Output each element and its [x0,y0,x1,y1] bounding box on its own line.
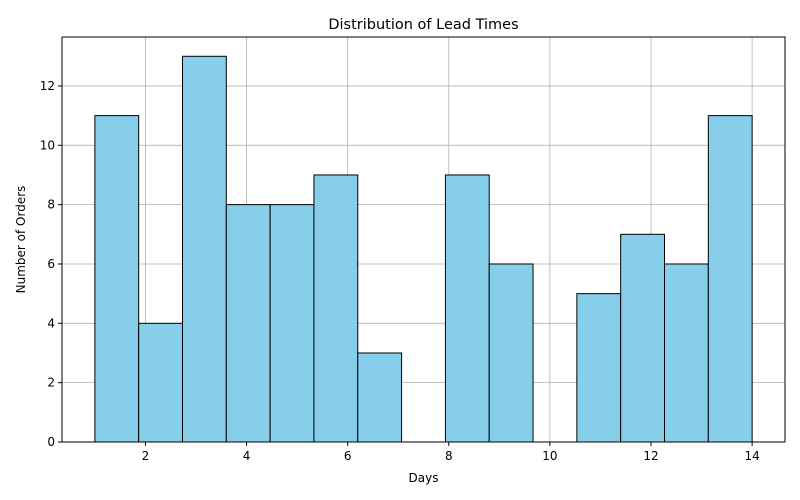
x-tick-label-1: 4 [243,449,251,463]
histogram-bar-8 [444,174,490,443]
x-tick-label-0: 2 [142,449,150,463]
histogram-bar-3 [225,204,271,443]
y-tick-label-0: 0 [47,435,55,449]
y-tick-label-5: 10 [40,138,55,152]
y-tick-label-4: 8 [47,198,55,212]
histogram-bar-13 [664,263,709,443]
histogram-bar-1 [138,322,183,443]
histogram-bar-4 [269,204,315,443]
histogram-bars [94,55,753,443]
y-tick-label-3: 6 [47,257,55,271]
x-tick-label-4: 10 [542,449,557,463]
chart-title: Distribution of Lead Times [328,17,518,33]
x-tick-label-3: 8 [445,449,453,463]
histogram-bar-12 [620,233,666,443]
y-axis-label: Number of Orders [14,186,28,294]
histogram-bar-5 [313,174,359,443]
y-tick-label-2: 4 [47,316,55,330]
histogram-bar-2 [181,55,227,443]
x-axis-label: Days [409,471,439,485]
y-tick-label-1: 2 [47,376,55,390]
histogram-bar-0 [94,115,140,443]
x-tick-label-5: 12 [643,449,658,463]
plot-frame [61,36,786,443]
x-tick-label-6: 14 [744,449,759,463]
axis-ticks: 2 4 6 8 10 12 14 0 2 4 6 8 10 12 [40,79,760,463]
histogram-bar-14 [707,115,753,443]
x-tick-label-2: 6 [344,449,352,463]
histogram-bar-11 [576,293,622,443]
histogram-bar-9 [488,263,534,443]
histogram-bar-6 [357,352,403,443]
y-tick-label-6: 12 [40,79,55,93]
